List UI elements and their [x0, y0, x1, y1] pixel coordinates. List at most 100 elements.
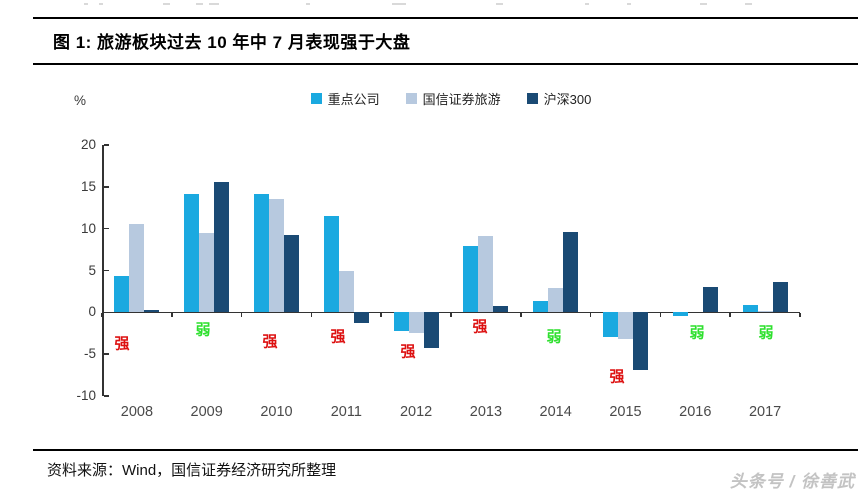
- annotation-2012: 强: [400, 343, 416, 361]
- legend-label: 国信证券旅游: [422, 92, 501, 107]
- x-axis-tick: [799, 313, 801, 318]
- cropped-text-remnant: [700, 3, 707, 5]
- cropped-text-remnant: [392, 3, 402, 5]
- bar-2009-重点公司: [184, 194, 200, 313]
- x-tick-label: 2011: [330, 404, 362, 420]
- cropped-text-remnant: [209, 3, 219, 5]
- y-axis-line: [102, 145, 104, 396]
- bar-2010-重点公司: [254, 194, 269, 313]
- bar-2008-沪深300: [144, 309, 160, 313]
- bar-2008-国信证券旅游: [129, 223, 145, 313]
- bar-2011-沪深300: [353, 312, 369, 324]
- bar-2015-重点公司: [603, 312, 618, 338]
- cropped-text-remnant: [402, 3, 406, 5]
- cropped-text-remnant: [496, 3, 503, 5]
- legend-label: 重点公司: [327, 92, 380, 107]
- y-axis-tick: [103, 395, 109, 397]
- bar-2014-重点公司: [533, 300, 549, 313]
- bar-2012-重点公司: [393, 312, 409, 331]
- bar-2017-重点公司: [742, 304, 758, 313]
- source-note: 资料来源：Wind，国信证券经济研究所整理: [47, 462, 337, 479]
- figure-title: 图 1: 旅游板块过去 10 年中 7 月表现强于大盘: [53, 33, 411, 52]
- cropped-text-remnant: [306, 3, 310, 5]
- y-tick-label: 15: [80, 178, 96, 194]
- annotation-2014: 弱: [546, 328, 562, 346]
- legend-label: 沪深300: [543, 92, 592, 107]
- x-axis-tick: [729, 313, 731, 318]
- chart-legend: 重点公司 国信证券旅游 沪深300: [102, 89, 800, 108]
- annotation-2016: 弱: [689, 324, 705, 342]
- legend-item-hushen300: 沪深300: [526, 89, 592, 108]
- x-axis-tick: [310, 313, 313, 318]
- bar-2014-国信证券旅游: [548, 288, 564, 313]
- x-axis-tick: [589, 313, 592, 318]
- figure-header: 图 1: 旅游板块过去 10 年中 7 月表现强于大盘: [33, 17, 858, 65]
- bar-2009-国信证券旅游: [199, 232, 215, 313]
- y-axis-tick: [103, 269, 109, 272]
- bar-2014-沪深300: [563, 232, 579, 313]
- watermark: 头条号 / 徐善武: [729, 472, 855, 491]
- x-tick-label: 2010: [260, 404, 293, 420]
- x-axis-tick: [240, 313, 243, 318]
- bar-2008-重点公司: [114, 275, 130, 313]
- x-axis-zero-line: [102, 311, 800, 314]
- bar-2015-沪深300: [633, 312, 648, 371]
- x-tick-label: 2009: [190, 404, 223, 420]
- y-tick-label: -5: [83, 346, 96, 362]
- y-tick-label: 0: [88, 304, 96, 320]
- annotation-2017: 弱: [758, 324, 774, 342]
- bar-2017-国信证券旅游: [757, 310, 773, 313]
- x-axis-tick: [659, 313, 662, 318]
- annotation-2013: 强: [472, 318, 488, 336]
- x-axis-tick: [380, 313, 382, 318]
- bar-2013-国信证券旅游: [478, 236, 494, 313]
- y-axis-tick: [103, 144, 109, 146]
- y-tick-label: -10: [76, 388, 96, 403]
- bar-2016-重点公司: [672, 312, 688, 316]
- annotation-2009: 弱: [195, 321, 211, 339]
- cropped-text-remnant: [163, 3, 170, 5]
- legend-item-guoxin-lvyou: 国信证券旅游: [405, 89, 501, 108]
- x-tick-label: 2015: [609, 404, 642, 420]
- annotation-2015: 强: [609, 368, 625, 386]
- footer-divider: [33, 449, 858, 451]
- legend-swatch-icon: [526, 93, 538, 104]
- cropped-text-remnant: [99, 3, 103, 5]
- x-axis-tick: [101, 313, 103, 318]
- y-axis-tick: [103, 186, 109, 188]
- x-axis-tick: [520, 313, 522, 318]
- x-tick-label: 2013: [469, 404, 503, 420]
- x-axis-tick: [171, 313, 173, 318]
- bar-2012-沪深300: [423, 312, 439, 349]
- legend-swatch-icon: [405, 93, 417, 104]
- x-tick-label: 2016: [679, 404, 712, 420]
- x-tick-label: 2014: [539, 404, 572, 420]
- bar-2013-重点公司: [463, 246, 479, 313]
- bar-2011-重点公司: [323, 216, 339, 313]
- bar-2016-沪深300: [702, 287, 718, 313]
- x-tick-label: 2012: [399, 404, 433, 420]
- cropped-text-remnant: [585, 3, 589, 5]
- x-axis-tick: [450, 313, 452, 318]
- legend-item-zhongdiangongsi: 重点公司: [310, 89, 380, 108]
- y-tick-label: 5: [88, 262, 96, 278]
- annotation-2011: 强: [330, 328, 346, 346]
- legend-swatch-icon: [310, 93, 322, 104]
- bar-2013-沪深300: [493, 306, 509, 313]
- annotation-2008: 强: [114, 335, 130, 353]
- x-tick-label: 2017: [748, 404, 782, 420]
- x-tick-label: 2008: [120, 404, 154, 420]
- bar-2017-沪深300: [772, 282, 788, 313]
- cropped-text-remnant: [627, 3, 631, 5]
- bar-2012-国信证券旅游: [408, 312, 424, 334]
- bar-2009-沪深300: [214, 181, 230, 313]
- bar-2010-国信证券旅游: [269, 199, 284, 313]
- cropped-text-remnant: [745, 3, 752, 5]
- y-tick-label: 20: [80, 137, 96, 152]
- y-axis-tick: [103, 227, 109, 230]
- bar-2011-国信证券旅游: [338, 270, 354, 313]
- cropped-text-remnant: [84, 3, 88, 5]
- y-axis-tick: [103, 353, 109, 355]
- cropped-text-remnant: [196, 3, 203, 5]
- annotation-2010: 强: [262, 333, 278, 351]
